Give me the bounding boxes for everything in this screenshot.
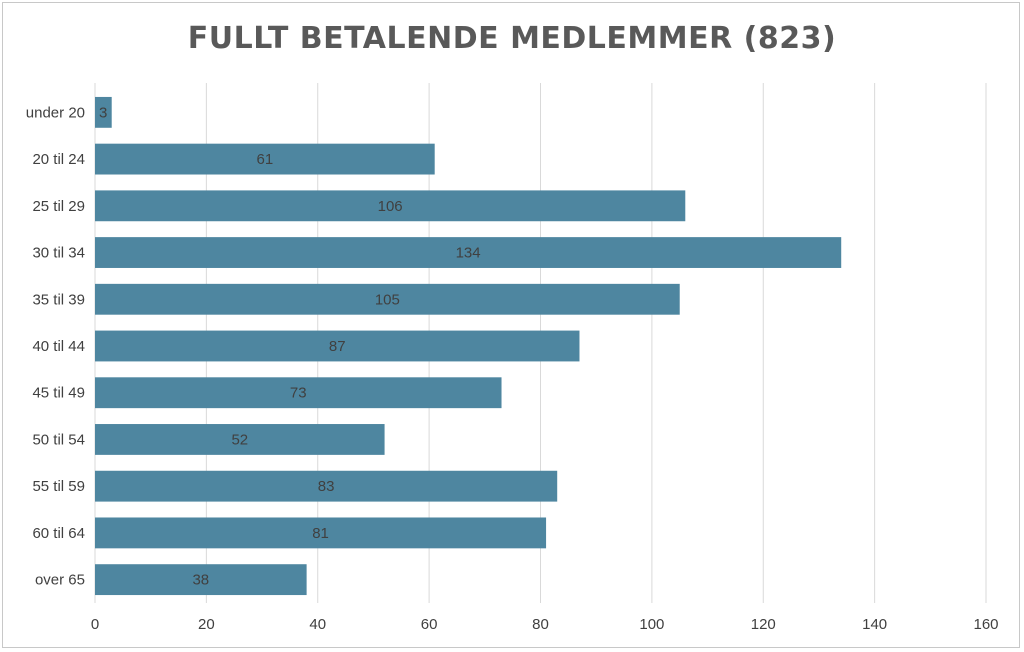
- value-axis: 0 20 40 60 80 100 120 140 160: [91, 616, 999, 633]
- data-label: 52: [231, 431, 248, 448]
- category-label: 55 til 59: [32, 478, 85, 495]
- bar-25-til-29: [95, 190, 686, 222]
- x-tick-label: 20: [198, 616, 215, 633]
- x-tick-label: 60: [421, 616, 438, 633]
- bar-50-til-54: [95, 424, 385, 455]
- data-label: 38: [192, 572, 209, 589]
- category-axis: under 20 20 til 24 25 til 29 30 til 34 35 ti…: [26, 104, 85, 588]
- category-label: 45 til 49: [32, 385, 85, 402]
- data-label: 3: [99, 104, 107, 121]
- bar-chart: 3 61 106 134 105 87 73 52 83 81 38 under 20 20 til …: [26, 83, 999, 633]
- x-tick-label: 40: [309, 616, 326, 633]
- bars: [95, 96, 842, 596]
- bar-under-20: [95, 96, 112, 128]
- chart-title: FULLT BETALENDE MEDLEMMER (823): [187, 21, 837, 56]
- data-label: 134: [456, 245, 481, 262]
- category-label: 50 til 54: [32, 431, 85, 448]
- bar-20-til-24: [95, 143, 435, 175]
- bar-30-til-34: [95, 237, 842, 268]
- x-tick-label: 100: [639, 616, 664, 633]
- category-label: 60 til 64: [32, 525, 85, 542]
- x-tick-label: 140: [862, 616, 887, 633]
- x-tick-label: 0: [91, 616, 99, 633]
- data-label: 87: [329, 338, 346, 355]
- category-label: 35 til 39: [32, 291, 85, 308]
- bar-over-65: [95, 564, 307, 596]
- category-label: 20 til 24: [32, 151, 85, 168]
- bar-40-til-44: [95, 330, 580, 362]
- bar-35-til-39: [95, 283, 680, 315]
- data-label: 83: [318, 478, 335, 495]
- data-labels: 3 61 106 134 105 87 73 52 83 81 38: [99, 104, 481, 588]
- bar-55-til-59: [95, 470, 558, 502]
- x-tick-label: 80: [532, 616, 549, 633]
- category-label: over 65: [35, 572, 85, 589]
- data-label: 81: [312, 525, 329, 542]
- data-label: 73: [290, 385, 307, 402]
- category-label: 25 til 29: [32, 198, 85, 215]
- x-tick-label: 160: [973, 616, 998, 633]
- data-label: 105: [375, 291, 400, 308]
- data-label: 106: [378, 198, 403, 215]
- category-label: under 20: [26, 104, 85, 121]
- bar-45-til-49: [95, 377, 502, 409]
- category-label: 30 til 34: [32, 245, 85, 262]
- x-tick-label: 120: [751, 616, 776, 633]
- category-label: 40 til 44: [32, 338, 85, 355]
- data-label: 61: [257, 151, 274, 168]
- bar-60-til-64: [95, 517, 547, 549]
